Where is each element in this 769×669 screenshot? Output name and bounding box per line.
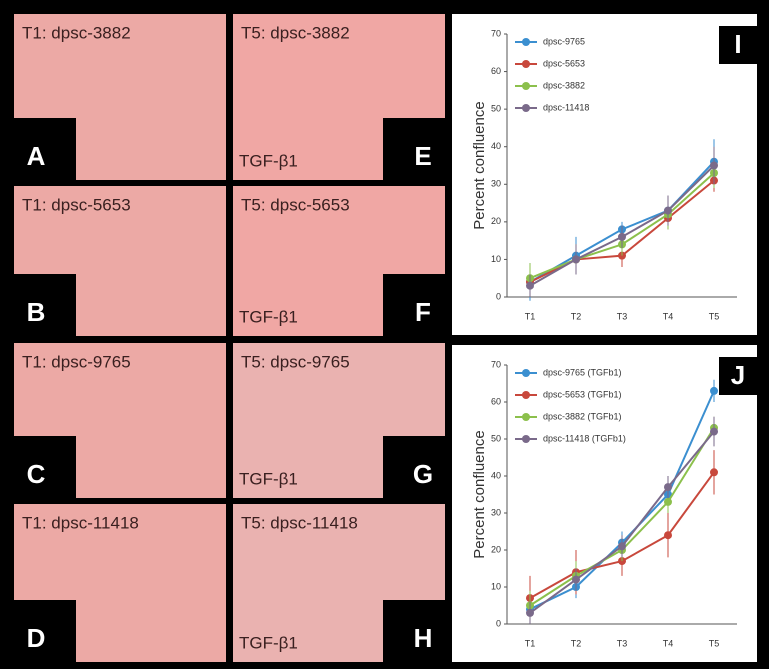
panel-letter: H [414, 623, 433, 653]
y-tick-label: 40 [491, 141, 501, 151]
x-tick-label: T5 [709, 311, 720, 321]
point [618, 542, 626, 551]
letter-box [14, 274, 76, 336]
legend-label: dpsc-11418 [543, 102, 589, 112]
point [664, 531, 672, 540]
point [710, 427, 718, 436]
panel-caption: T5: dpsc-3882 [241, 23, 350, 42]
panel-letter: I [734, 29, 741, 59]
legend-marker [522, 369, 530, 377]
y-tick-label: 30 [491, 507, 501, 517]
treatment-label: TGF-β1 [239, 307, 298, 326]
x-tick-label: T1 [525, 311, 536, 321]
y-tick-label: 20 [491, 544, 501, 554]
panel-caption: T5: dpsc-5653 [241, 195, 350, 214]
treatment-label: TGF-β1 [239, 633, 298, 652]
y-tick-label: 50 [491, 104, 501, 114]
panel-caption: T5: dpsc-9765 [241, 352, 350, 371]
y-tick-label: 0 [496, 618, 501, 628]
letter-box [719, 26, 757, 64]
y-tick-label: 10 [491, 254, 501, 264]
panel-caption: T1: dpsc-3882 [22, 23, 131, 42]
panel-letter: D [27, 623, 46, 653]
legend-label: dpsc-5653 [543, 58, 585, 68]
x-tick-label: T4 [663, 638, 674, 648]
legend-label: dpsc-5653 (TGFb1) [543, 389, 622, 399]
letter-box [383, 118, 445, 180]
letter-box [383, 436, 445, 498]
legend-marker [522, 435, 530, 443]
panel-letter: B [27, 297, 46, 327]
panel-caption: T1: dpsc-11418 [22, 513, 139, 532]
legend-marker [522, 60, 530, 68]
point [664, 483, 672, 492]
x-tick-label: T3 [617, 311, 628, 321]
panel-letter: E [414, 141, 431, 171]
point [710, 161, 718, 170]
y-tick-label: 60 [491, 396, 501, 406]
legend-label: dpsc-3882 (TGFb1) [543, 411, 622, 421]
panel-caption: T1: dpsc-9765 [22, 352, 131, 371]
letter-box [719, 357, 757, 395]
letter-box [383, 600, 445, 662]
legend-label: dpsc-9765 [543, 36, 585, 46]
point [526, 608, 534, 617]
panel-caption: T1: dpsc-5653 [22, 195, 131, 214]
y-tick-label: 20 [491, 216, 501, 226]
legend-label: dpsc-9765 (TGFb1) [543, 367, 622, 377]
x-tick-label: T2 [571, 311, 582, 321]
x-tick-label: T3 [617, 638, 628, 648]
y-tick-label: 40 [491, 470, 501, 480]
treatment-label: TGF-β1 [239, 469, 298, 488]
y-tick-label: 10 [491, 581, 501, 591]
letter-box [383, 274, 445, 336]
y-axis-label: Percent confluence [471, 101, 488, 229]
legend-marker [522, 391, 530, 399]
point [526, 281, 534, 290]
treatment-label: TGF-β1 [239, 151, 298, 170]
legend-marker [522, 413, 530, 421]
y-tick-label: 70 [491, 28, 501, 38]
y-tick-label: 0 [496, 291, 501, 301]
x-tick-label: T1 [525, 638, 536, 648]
legend-label: dpsc-3882 [543, 80, 585, 90]
x-tick-label: T2 [571, 638, 582, 648]
letter-box [14, 600, 76, 662]
point [572, 255, 580, 264]
point [664, 497, 672, 506]
panel-letter: A [27, 141, 46, 171]
y-axis-label: Percent confluence [471, 430, 488, 558]
panel-letter: G [413, 459, 433, 489]
letter-box [14, 436, 76, 498]
x-tick-label: T4 [663, 311, 674, 321]
panel-letter: C [27, 459, 46, 489]
legend-marker [522, 82, 530, 90]
panel-caption: T5: dpsc-11418 [241, 513, 358, 532]
legend-label: dpsc-11418 (TGFb1) [543, 433, 626, 443]
point [572, 575, 580, 584]
legend-marker [522, 104, 530, 112]
legend-marker [522, 38, 530, 46]
point [710, 386, 718, 395]
point [664, 206, 672, 215]
point [618, 232, 626, 241]
panel-letter: F [415, 297, 431, 327]
chart-background [452, 345, 757, 662]
point [618, 251, 626, 260]
y-tick-label: 60 [491, 66, 501, 76]
x-tick-label: T5 [709, 638, 720, 648]
y-tick-label: 50 [491, 433, 501, 443]
letter-box [14, 118, 76, 180]
panel-letter: J [731, 360, 745, 390]
y-tick-label: 30 [491, 179, 501, 189]
point [710, 468, 718, 477]
y-tick-label: 70 [491, 359, 501, 369]
